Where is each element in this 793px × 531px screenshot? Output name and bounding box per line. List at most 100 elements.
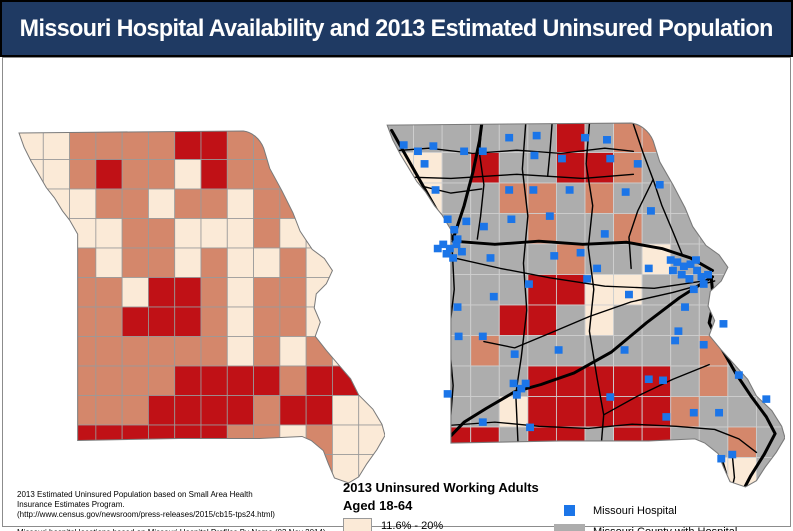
county-cell xyxy=(755,274,785,306)
county-cell xyxy=(387,243,415,275)
county-cell xyxy=(69,365,97,396)
county-cell xyxy=(69,188,97,219)
hospital-marker xyxy=(704,270,713,279)
county-cell xyxy=(200,159,228,190)
county-cell xyxy=(413,213,443,245)
county-cell xyxy=(174,454,202,483)
hospital-marker xyxy=(452,240,461,249)
hospital-marker xyxy=(478,147,487,156)
county-cell xyxy=(305,277,333,308)
hospital-marker xyxy=(449,254,458,262)
county-cell xyxy=(174,188,202,219)
county-cell xyxy=(253,131,281,160)
hospital-marker xyxy=(517,384,526,393)
hospital-marker xyxy=(666,256,675,264)
county-cell xyxy=(174,365,202,396)
county-cell xyxy=(727,213,757,245)
county-cell xyxy=(387,396,415,428)
county-cell xyxy=(332,159,360,190)
highway-line xyxy=(387,173,635,180)
county-cell xyxy=(387,426,415,458)
highway-line xyxy=(483,280,716,349)
county-cell xyxy=(755,365,785,397)
county-cell xyxy=(755,213,785,245)
county-cell xyxy=(358,365,385,396)
hospital-marker xyxy=(478,418,487,426)
county-cell xyxy=(42,454,70,483)
county-cell xyxy=(121,454,149,483)
highway-line xyxy=(602,363,710,416)
county-cell xyxy=(413,426,443,458)
hospital-marker xyxy=(668,266,677,275)
hospital-marker xyxy=(576,248,585,257)
county-cell xyxy=(387,304,415,336)
county-cell xyxy=(69,454,97,483)
county-cell xyxy=(19,188,44,219)
county-cell xyxy=(613,426,643,458)
county-cell xyxy=(226,159,254,190)
county-cell xyxy=(200,365,228,396)
county-cell xyxy=(755,152,785,184)
hospital-marker xyxy=(659,376,667,385)
county-cell xyxy=(19,395,44,426)
county-cell xyxy=(174,336,202,367)
county-cell xyxy=(698,365,729,397)
county-cell xyxy=(413,365,443,397)
county-cell xyxy=(95,188,123,219)
county-cell xyxy=(332,188,360,219)
legend-item-hospital: Missouri Hospital xyxy=(554,500,737,521)
county-cell xyxy=(279,131,307,160)
county-cell xyxy=(69,218,97,249)
hospital-marker xyxy=(644,264,653,273)
county-cell xyxy=(670,123,700,153)
county-cell xyxy=(42,395,70,426)
choropleth-legend: 2013 Uninsured Working Adults Aged 18-64… xyxy=(343,480,539,531)
county-cell xyxy=(305,306,333,337)
county-cell xyxy=(121,336,149,367)
county-cell xyxy=(42,306,70,337)
county-cell xyxy=(413,396,443,428)
county-cell xyxy=(755,304,785,336)
county-cell xyxy=(470,182,500,214)
county-cell xyxy=(641,396,672,428)
county-cell xyxy=(121,395,149,426)
county-cell xyxy=(727,123,757,153)
county-cell xyxy=(95,365,123,396)
county-cell xyxy=(584,457,615,487)
highway-line xyxy=(387,147,635,155)
hospital-marker xyxy=(677,270,686,279)
hospital-marker xyxy=(457,247,466,256)
hospital-marker xyxy=(431,186,440,194)
county-cell xyxy=(95,218,123,249)
county-cell xyxy=(527,426,557,458)
county-cell xyxy=(555,243,586,275)
county-cell xyxy=(470,304,500,336)
hospital-marker xyxy=(433,244,442,253)
interstate-line xyxy=(451,239,715,272)
county-cell xyxy=(226,365,254,396)
county-cell xyxy=(670,213,700,245)
hospital-marker xyxy=(454,332,463,341)
county-cell xyxy=(200,336,228,367)
county-cell xyxy=(387,152,415,184)
county-cell xyxy=(332,424,360,455)
hospital-marker xyxy=(529,186,538,194)
county-cell xyxy=(226,277,254,308)
county-cell xyxy=(755,243,785,275)
hospital-marker xyxy=(478,332,487,341)
county-cell xyxy=(253,454,281,483)
county-cell xyxy=(641,152,672,184)
interstate-line xyxy=(451,123,484,241)
hospital-marker xyxy=(655,180,664,189)
county-cell xyxy=(555,426,586,458)
county-cell xyxy=(200,306,228,337)
county-cell xyxy=(174,247,202,278)
county-cell xyxy=(279,336,307,367)
hospital-marker xyxy=(505,186,514,194)
county-cell xyxy=(121,365,149,396)
county-cell xyxy=(613,243,643,275)
county-cell xyxy=(305,365,333,396)
highway-line xyxy=(585,123,605,443)
county-cell xyxy=(305,454,333,483)
